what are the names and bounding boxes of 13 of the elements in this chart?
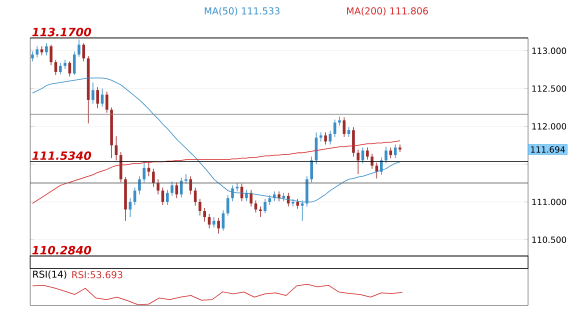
- text: 111.694: [531, 146, 565, 153]
- text: MA(50) 111.533: [204, 7, 280, 16]
- ref-line-label: 113.1700: [32, 28, 92, 37]
- series-label: RSI:53.693: [72, 271, 122, 278]
- text: MA(200) 111.806: [347, 7, 428, 16]
- ref-line-label: 111.5340: [32, 152, 92, 160]
- y-tick-label: 113.000: [532, 48, 566, 54]
- chart-title: RSI(14): [33, 270, 66, 280]
- y-tick-label: 112.500: [532, 86, 566, 92]
- y-tick-label: 110.500: [532, 236, 566, 244]
- ref-line-label: 110.2840: [32, 246, 92, 255]
- y-tick-label: 112.000: [532, 123, 566, 130]
- y-tick-label: 111.000: [532, 198, 566, 206]
